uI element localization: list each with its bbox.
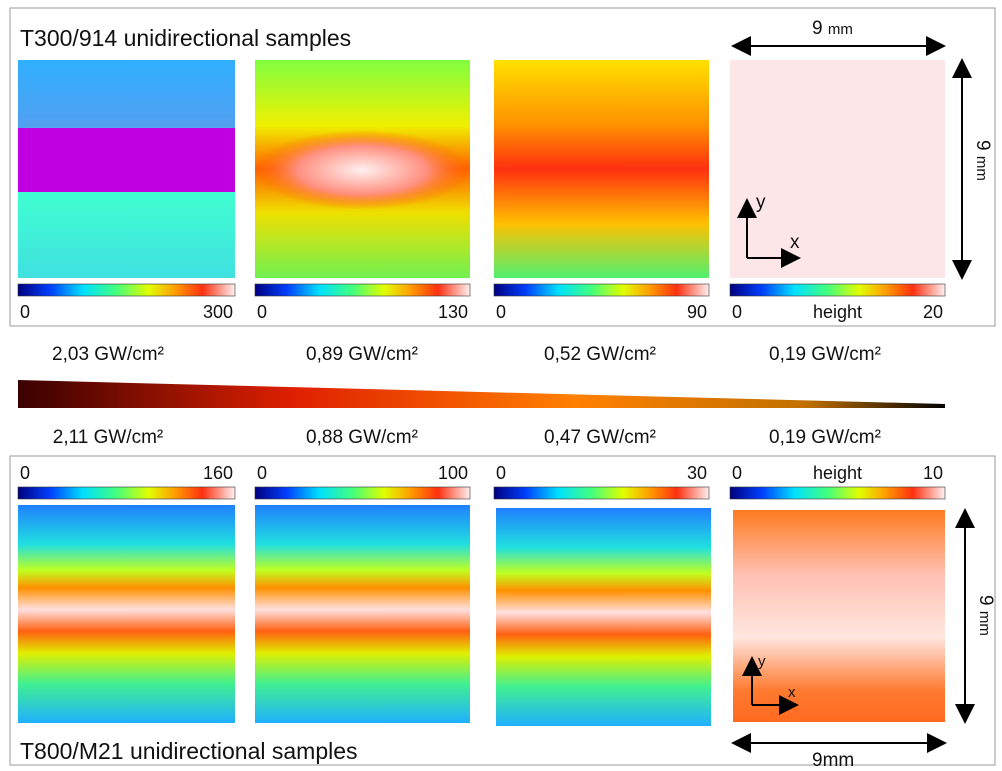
colorbar [729,486,946,500]
colorbar-label: height [813,302,862,322]
fluence-label: 0,88 GW/cm² [306,427,418,448]
fluence-label: 0,19 GW/cm² [769,427,881,448]
colorbar-max: 130 [438,302,468,322]
colorbar-max: 20 [923,302,943,322]
height-map [733,510,945,722]
colorbar-min: 0 [732,463,742,483]
colorbar [254,486,471,500]
colorbar [17,283,236,297]
colorbar-min: 0 [496,302,506,322]
scale-value: 9 [812,18,823,39]
height-map [18,505,235,723]
colorbar-max: 300 [203,302,233,322]
colorbar [254,283,471,297]
panel-frame [9,7,996,327]
scale-unit: mm [973,156,990,181]
fluence-label: 2,11 GW/cm² [53,427,164,448]
fluence-label: 0,19 GW/cm² [769,344,881,365]
scale-value: 9 [972,140,993,151]
scale-unit: mm [828,21,853,38]
colorbar [493,486,710,500]
axis-label: x [788,684,796,701]
colorbar-max: 100 [438,463,468,483]
height-map [496,508,711,726]
scale-label: 9 mm [972,140,993,181]
height-map [255,505,470,723]
colorbar-min: 0 [20,463,30,483]
colorbar [729,283,946,297]
colorbar [493,283,710,297]
axis-label: y [756,192,766,213]
colorbar-max: 10 [923,463,943,483]
axis-label: y [758,653,766,670]
panel-title: T800/M21 unidirectional samples [20,738,358,764]
scale-label: 9 mm [812,18,853,39]
height-map-band [18,128,235,192]
colorbar-max: 30 [687,463,707,483]
scale-label: 9 mm [975,595,996,636]
colorbar-min: 0 [496,463,506,483]
colorbar [17,486,236,500]
panel-title: T300/914 unidirectional samples [20,25,351,51]
height-map [494,60,709,278]
fluence-label: 0,47 GW/cm² [544,427,656,448]
fluence-label: 0,89 GW/cm² [306,344,418,365]
scale-label: 9mm [812,750,854,771]
colorbar-min: 0 [257,302,267,322]
panel-frame [9,455,996,766]
colorbar-min: 0 [20,302,30,322]
scale-value: 9 [975,595,996,606]
colorbar-min: 0 [732,302,742,322]
colorbar-min: 0 [257,463,267,483]
scale-unit: mm [976,611,993,636]
height-map-spot [254,130,470,210]
height-map [730,60,945,278]
axis-label: x [790,232,800,253]
colorbar-label: height [813,463,862,483]
colorbar-max: 160 [203,463,233,483]
colorbar-max: 90 [687,302,707,322]
fluence-label: 2,03 GW/cm² [52,344,164,365]
fluence-wedge [18,380,945,408]
fluence-label: 0,52 GW/cm² [544,344,656,365]
